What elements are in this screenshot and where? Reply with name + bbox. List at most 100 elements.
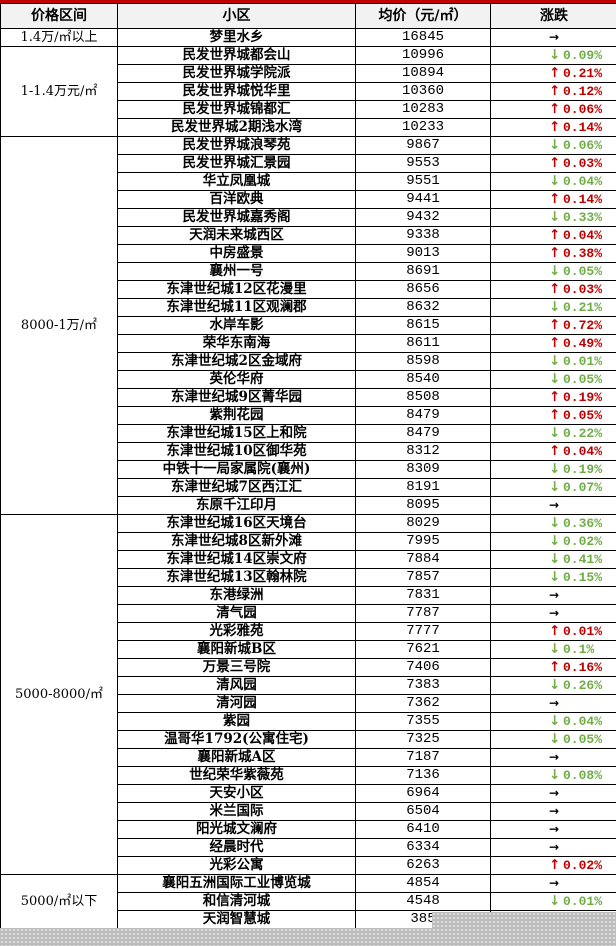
table-row: 天润未来城西区 9338 ↑ 0.04%	[1, 226, 616, 245]
change-cell: ↑ 0.01%	[490, 622, 616, 641]
avg-price: 6964	[355, 784, 491, 803]
avg-price: 8611	[355, 334, 491, 353]
community-name: 襄阳新城B区	[117, 640, 356, 659]
avg-price: 7857	[355, 568, 491, 587]
arrow-up-icon: ↑	[549, 317, 561, 334]
arrow-down-icon: ↓	[549, 893, 561, 910]
avg-price: 7777	[355, 622, 491, 641]
avg-price: 7995	[355, 532, 491, 551]
table-row: 民发世界城汇景园 9553 ↑ 0.03%	[1, 154, 616, 173]
change-cell: ↓ 0.36%	[490, 514, 616, 533]
change-percent: 0.19%	[563, 462, 603, 477]
avg-price: 7406	[355, 658, 491, 677]
price-range-cell: 5000-8000/㎡	[0, 514, 118, 875]
arrow-down-icon: ↓	[549, 425, 561, 442]
avg-price: 8191	[355, 478, 491, 497]
change-cell: ↓ 0.19%	[490, 460, 616, 479]
table-row: 民发世界城锦都汇 10283 ↑ 0.06%	[1, 100, 616, 119]
community-name: 东津世纪城12区花漫里	[117, 280, 356, 299]
header-price-range: 价格区间	[0, 3, 118, 29]
change-cell: ↓ 0.26%	[490, 676, 616, 695]
avg-price: 7831	[355, 586, 491, 605]
arrow-up-icon: ↑	[549, 407, 561, 424]
arrow-up-icon: ↑	[549, 245, 561, 262]
community-name: 民发世界城学院派	[117, 64, 356, 83]
community-name: 东津世纪城15区上和院	[117, 424, 356, 443]
change-cell: →	[490, 604, 616, 623]
change-cell: →	[490, 748, 616, 767]
community-name: 经晨时代	[117, 838, 356, 857]
community-name: 襄阳新城A区	[117, 748, 356, 767]
avg-price: 7325	[355, 730, 491, 749]
arrow-up-icon: ↑	[549, 281, 561, 298]
change-cell: →	[490, 586, 616, 605]
avg-price: 4548	[355, 892, 491, 911]
avg-price: 10894	[355, 64, 491, 83]
avg-price: 7884	[355, 550, 491, 569]
arrow-down-icon: ↓	[549, 731, 561, 748]
arrow-down-icon: ↓	[549, 263, 561, 280]
table-row: 华立凤凰城 9551 ↓ 0.04%	[1, 172, 616, 191]
avg-price: 8615	[355, 316, 491, 335]
change-cell: ↓ 0.02%	[490, 532, 616, 551]
change-cell: →	[490, 820, 616, 839]
community-name: 民发世界城嘉秀阁	[117, 208, 356, 227]
change-percent: 0.04%	[563, 714, 603, 729]
change-percent: 0.22%	[563, 426, 603, 441]
avg-price: 9338	[355, 226, 491, 245]
arrow-up-icon: ↑	[549, 389, 561, 406]
arrow-up-icon: ↑	[549, 623, 561, 640]
change-cell: ↓ 0.22%	[490, 424, 616, 443]
arrow-down-icon: ↓	[549, 353, 561, 370]
arrow-right-icon: →	[548, 588, 560, 602]
community-name: 东津世纪城2区金域府	[117, 352, 356, 371]
avg-price: 8479	[355, 424, 491, 443]
change-percent: 0.01%	[563, 894, 603, 909]
community-name: 东津世纪城10区御华苑	[117, 442, 356, 461]
change-cell: ↑ 0.04%	[490, 442, 616, 461]
change-percent: 0.06%	[563, 102, 603, 117]
avg-price: 8691	[355, 262, 491, 281]
avg-price: 8309	[355, 460, 491, 479]
avg-price: 8095	[355, 496, 491, 515]
community-name: 温哥华1792(公寓住宅)	[117, 730, 356, 749]
arrow-down-icon: ↓	[549, 551, 561, 568]
avg-price: 8540	[355, 370, 491, 389]
change-cell: ↑ 0.14%	[490, 190, 616, 209]
avg-price: 9553	[355, 154, 491, 173]
price-range-cell: 5000/㎡以下	[0, 874, 118, 929]
price-range-cell: 8000-1万/㎡	[0, 136, 118, 515]
arrow-down-icon: ↓	[549, 371, 561, 388]
arrow-up-icon: ↑	[549, 155, 561, 172]
community-name: 荣华东南海	[117, 334, 356, 353]
arrow-right-icon: →	[548, 30, 560, 44]
arrow-right-icon: →	[548, 840, 560, 854]
table-row: 5000-8000/㎡ 东津世纪城16区天境台 8029 ↓ 0.36%	[0, 514, 616, 875]
avg-price: 10360	[355, 82, 491, 101]
change-cell: →	[490, 496, 616, 515]
change-percent: 0.12%	[563, 84, 603, 99]
community-name: 民发世界城浪琴苑	[117, 136, 356, 155]
table-row: 民发世界城2期浅水湾 10233 ↑ 0.14%	[1, 118, 616, 137]
avg-price: 6504	[355, 802, 491, 821]
header-change: 涨跌	[490, 3, 616, 29]
change-percent: 0.16%	[563, 660, 603, 675]
avg-price: 9013	[355, 244, 491, 263]
change-percent: 0.19%	[563, 390, 603, 405]
table-row: 荣华东南海 8611 ↑ 0.49%	[1, 334, 616, 353]
avg-price: 8656	[355, 280, 491, 299]
community-name: 清风园	[117, 676, 356, 695]
table-row: 襄州一号 8691 ↓ 0.05%	[1, 262, 616, 281]
community-name: 东津世纪城8区新外滩	[117, 532, 356, 551]
arrow-right-icon: →	[548, 822, 560, 836]
avg-price: 8598	[355, 352, 491, 371]
table-body: 1.4万/㎡以上 梦里水乡 16845 → 1-1.4万元/㎡ 民发世界城都会山 10996…	[0, 28, 616, 929]
avg-price: 4854	[355, 874, 491, 893]
change-cell: ↓ 0.1%	[490, 640, 616, 659]
change-percent: 0.01%	[563, 354, 603, 369]
change-percent: 0.05%	[563, 732, 603, 747]
arrow-right-icon: →	[548, 498, 560, 512]
change-cell: ↑ 0.19%	[490, 388, 616, 407]
avg-price: 10283	[355, 100, 491, 119]
community-name: 东津世纪城11区观澜郡	[117, 298, 356, 317]
